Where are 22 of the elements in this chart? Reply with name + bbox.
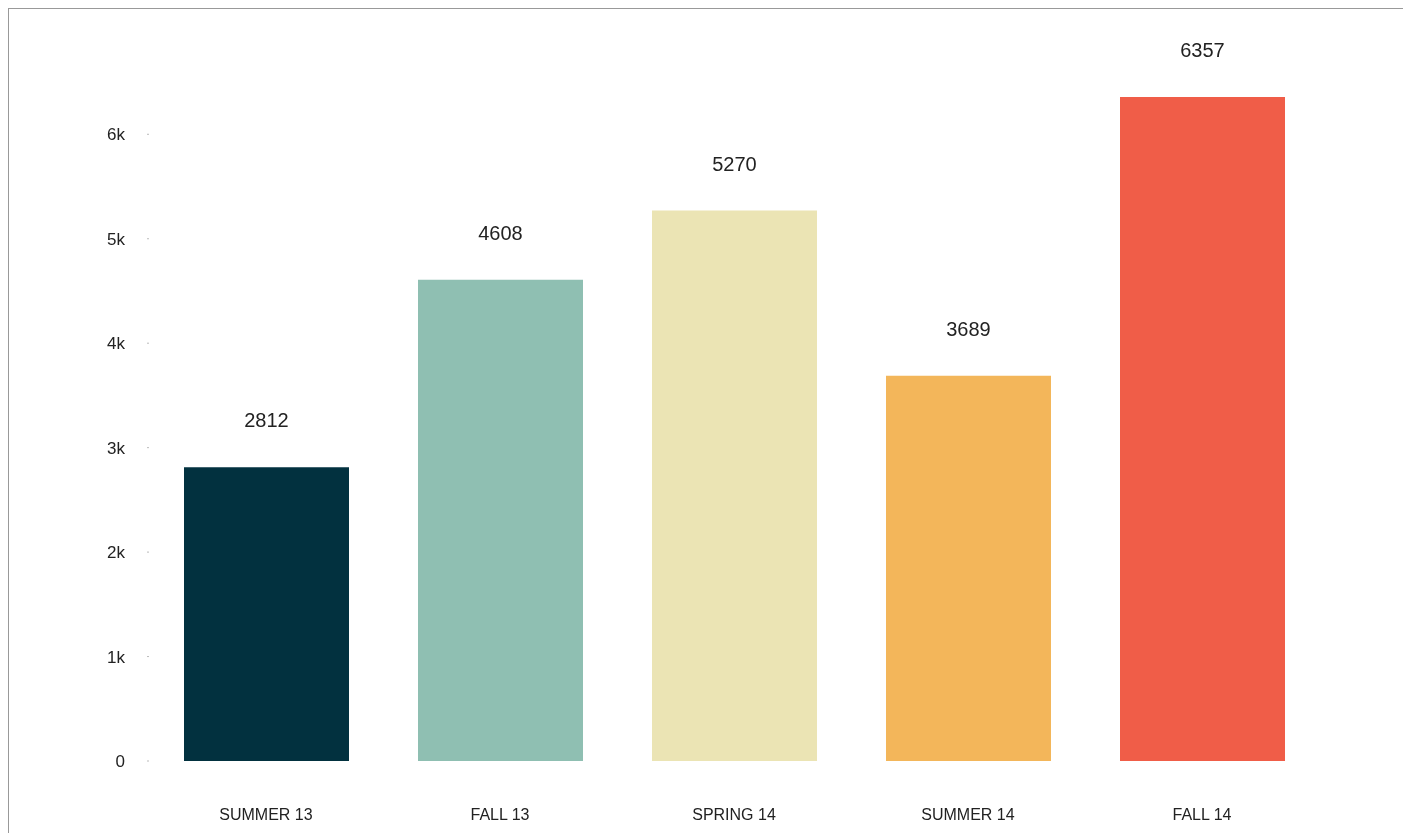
data-label: 2812 <box>244 409 289 432</box>
y-tick-label: 2k <box>107 543 126 563</box>
bar <box>184 467 349 761</box>
y-tick-label: 0 <box>115 752 125 772</box>
x-tick-label: SPRING 14 <box>692 806 776 824</box>
bar <box>652 210 817 761</box>
y-tick-label: 5k <box>107 229 126 249</box>
data-label: 5270 <box>712 152 757 175</box>
bar <box>886 375 1051 761</box>
x-tick-label: SUMMER 13 <box>219 806 313 824</box>
y-tick-label: 3k <box>107 438 126 458</box>
bar <box>418 279 583 761</box>
data-label: 3689 <box>946 317 991 340</box>
y-tick-label: 6k <box>107 125 126 145</box>
data-label: 4608 <box>478 221 523 244</box>
y-tick-label: 4k <box>107 334 126 354</box>
x-tick-label: FALL 13 <box>470 806 530 824</box>
x-tick-label: SUMMER 14 <box>921 806 1015 824</box>
data-label: 6357 <box>1180 39 1225 61</box>
bar <box>1120 97 1285 761</box>
y-tick-label: 1k <box>107 647 126 667</box>
x-tick-label: FALL 14 <box>1172 806 1232 824</box>
